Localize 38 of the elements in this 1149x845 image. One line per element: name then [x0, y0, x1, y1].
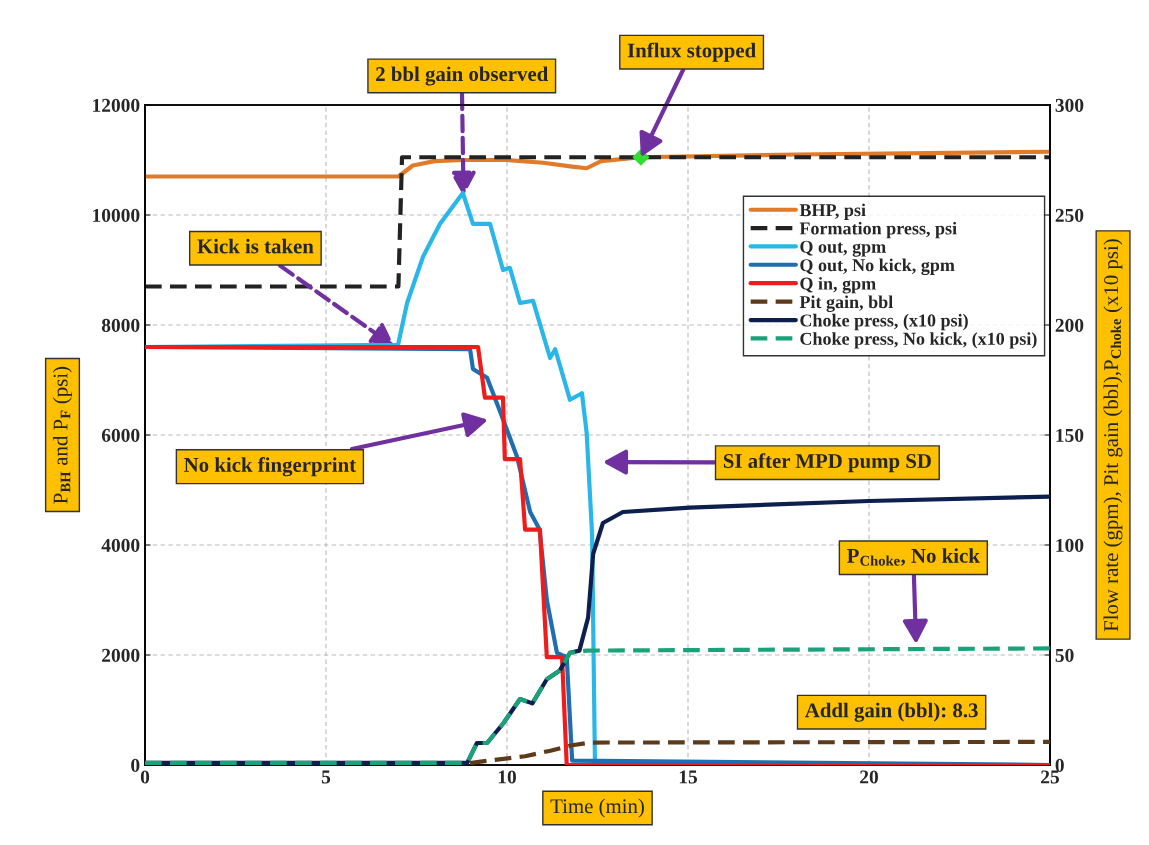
- y-tick-label: 10000: [93, 208, 140, 222]
- annotation: P$_{Choke}$, No kick: [847, 548, 980, 566]
- annotation: Addl gain (bbl): 8.3: [805, 702, 978, 722]
- legend-label: Choke press, (x10 psi): [800, 313, 968, 331]
- annotation: Kick is taken: [197, 238, 314, 254]
- y-tick-label: 0: [131, 758, 140, 772]
- x-tick-label: 5: [321, 770, 331, 784]
- x-tick-label: 0: [140, 770, 150, 784]
- y-axis-title: P$_{BH}$ and P$_{F}$ (psi): [52, 366, 72, 504]
- x-tick-label: 20: [860, 770, 878, 784]
- y2-tick-label: 0: [1055, 758, 1064, 772]
- annotation: No kick fingerprint: [184, 457, 357, 477]
- y-tick-label: 12000: [93, 98, 140, 112]
- y2-axis-title: Flow rate (gpm), Pit gain (bbl),P$_{Choke}$ (x10 psi): [1103, 239, 1123, 632]
- y2-tick-label: 50: [1055, 648, 1074, 662]
- annotation: SI after MPD pump SD: [723, 453, 931, 473]
- y2-tick-label: 200: [1055, 318, 1084, 332]
- y2-tick-label: 250: [1055, 208, 1084, 222]
- y-tick-label: 2000: [102, 648, 140, 662]
- y-tick-label: 4000: [101, 538, 140, 552]
- y2-tick-label: 300: [1055, 98, 1084, 112]
- legend-label: BHP, psi: [799, 203, 866, 220]
- y2-tick-label: 100: [1056, 538, 1084, 552]
- annotation: Influx stopped: [627, 42, 756, 62]
- x-tick-label: 10: [498, 770, 516, 784]
- x-axis-title: Time (min): [550, 798, 644, 818]
- y2-tick-label: 150: [1056, 428, 1084, 442]
- y-tick-label: 6000: [101, 428, 140, 442]
- legend-label: Q out, gpm: [800, 240, 886, 257]
- annotation: 2 bbl gain observed: [376, 66, 549, 86]
- legend-label: Pit gain, bbl: [799, 295, 893, 312]
- y-tick-label: 8000: [101, 318, 140, 332]
- legend-label: Q out, No kick, gpm: [800, 258, 955, 276]
- legend-label: Choke press, No kick, (x10 psi): [800, 332, 1037, 349]
- legend-label: Q in, gpm: [800, 276, 876, 294]
- legend-label: Formation press, psi: [799, 221, 957, 239]
- x-tick-label: 15: [679, 770, 698, 784]
- x-tick-label: 25: [1041, 770, 1060, 784]
